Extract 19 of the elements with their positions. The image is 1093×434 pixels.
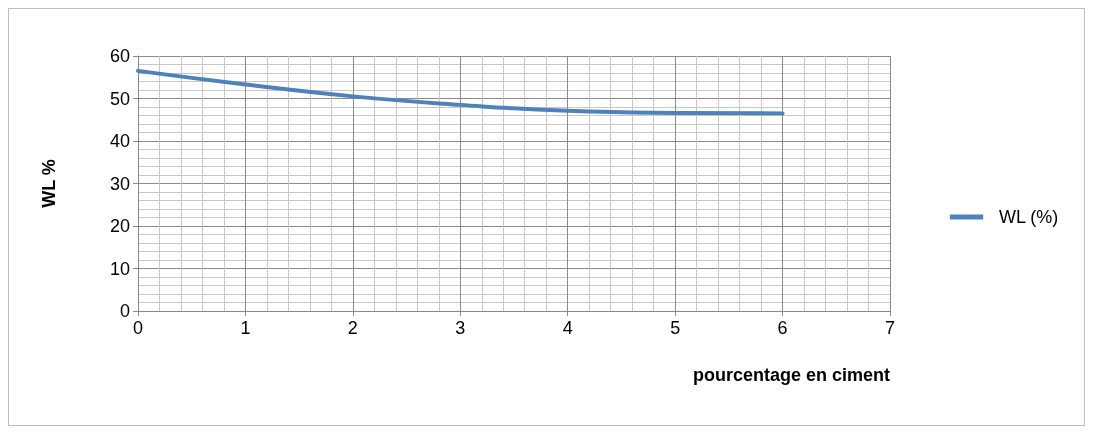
x-tick-label: 4: [562, 318, 573, 338]
y-tick-label: 30: [109, 173, 130, 194]
y-tick-label: 50: [109, 88, 130, 109]
x-tick-label: 6: [777, 318, 788, 338]
y-tick-label: 20: [109, 216, 130, 236]
x-tick-label: 0: [132, 318, 144, 338]
legend-label: WL (%): [999, 207, 1059, 227]
y-tick-label: 10: [109, 258, 130, 279]
x-tick-label: 7: [884, 318, 896, 338]
y-tick-label: 0: [119, 301, 130, 321]
x-tick-label: 2: [347, 318, 358, 338]
x-axis-title: pourcentage en ciment: [692, 365, 890, 385]
x-tick-label: 5: [670, 318, 681, 338]
y-axis-title: WL %: [39, 159, 59, 208]
y-tick-label: 60: [109, 46, 130, 66]
y-tick-label: 40: [109, 131, 130, 151]
x-tick-label: 3: [455, 318, 466, 338]
x-tick-label: 1: [240, 318, 251, 338]
line-series: [136, 68, 785, 116]
